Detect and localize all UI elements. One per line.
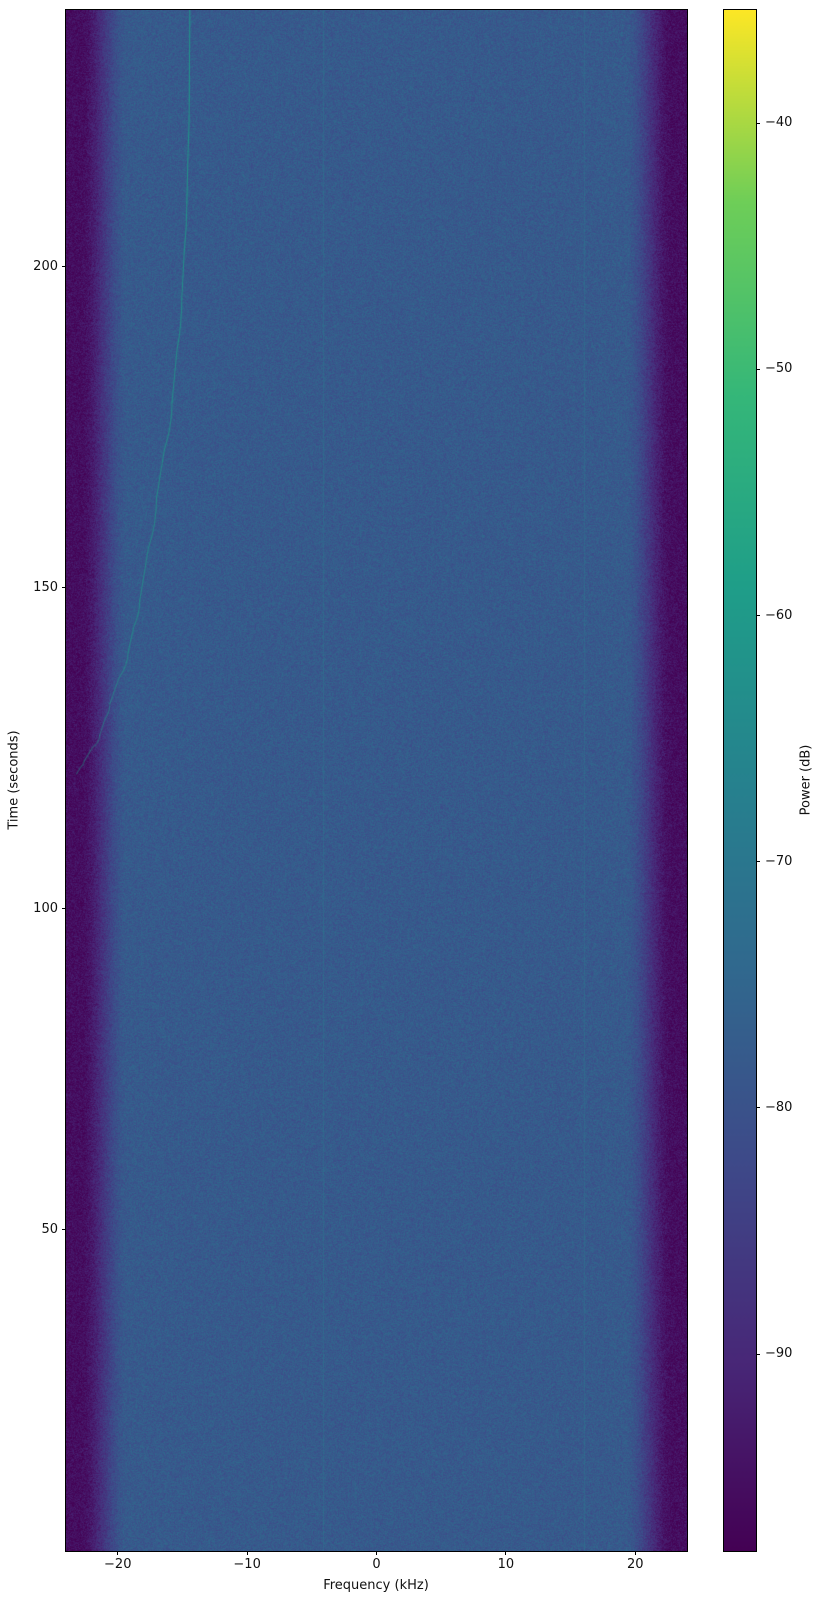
x-tick-mark bbox=[376, 1551, 377, 1555]
x-tick-mark bbox=[505, 1551, 507, 1555]
colorbar-tick-label: −80 bbox=[765, 1099, 793, 1115]
colorbar-tick-mark bbox=[756, 615, 760, 617]
y-tick-mark bbox=[62, 1229, 66, 1231]
x-tick-label: 20 bbox=[626, 1557, 644, 1572]
x-tick-mark bbox=[117, 1551, 119, 1555]
y-tick-label: 100 bbox=[33, 900, 58, 916]
y-tick-mark bbox=[62, 266, 66, 268]
x-tick-label: 10 bbox=[497, 1557, 515, 1572]
x-axis-label: Frequency (kHz) bbox=[323, 1578, 429, 1593]
colorbar-tick-label: −60 bbox=[765, 607, 793, 623]
y-tick-mark bbox=[62, 587, 66, 589]
colorbar bbox=[724, 10, 756, 1551]
colorbar-tick-mark bbox=[756, 1107, 760, 1109]
colorbar-tick-label: −50 bbox=[765, 361, 793, 377]
colorbar-label: Power (dB) bbox=[798, 744, 814, 816]
colorbar-tick-label: −70 bbox=[765, 853, 793, 869]
x-tick-label: −10 bbox=[233, 1557, 261, 1572]
y-tick-mark bbox=[62, 908, 66, 910]
colorbar-tick-label: −40 bbox=[765, 115, 793, 131]
y-tick-label: 50 bbox=[41, 1221, 58, 1237]
x-tick-mark bbox=[246, 1551, 248, 1555]
colorbar-tick-mark bbox=[756, 368, 760, 370]
y-axis-label: Time (seconds) bbox=[6, 730, 22, 830]
colorbar-tick-mark bbox=[756, 861, 760, 863]
colorbar-tick-label: −90 bbox=[765, 1346, 793, 1362]
y-tick-label: 200 bbox=[33, 258, 58, 274]
x-tick-mark bbox=[634, 1551, 636, 1555]
x-tick-label: −20 bbox=[104, 1557, 132, 1572]
spectrogram-canvas bbox=[66, 10, 687, 1551]
colorbar-tick-mark bbox=[756, 1353, 760, 1355]
colorbar-tick-mark bbox=[756, 122, 760, 124]
x-tick-label: 0 bbox=[372, 1557, 381, 1572]
y-tick-label: 150 bbox=[33, 579, 58, 595]
